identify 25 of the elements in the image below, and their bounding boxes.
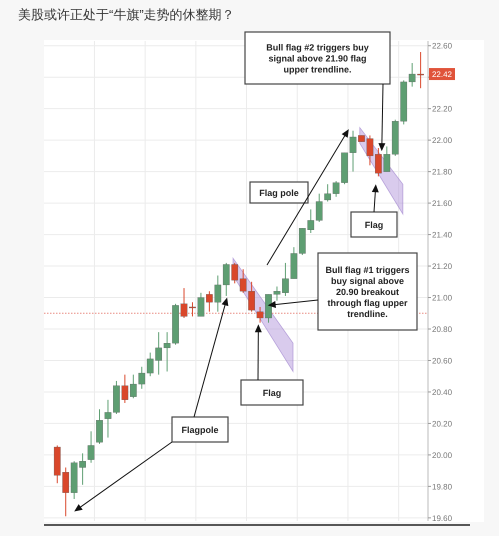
y-tick-label: 19.60 (432, 514, 453, 523)
candlestick (96, 408, 103, 444)
annotation: Flag (262, 388, 282, 398)
y-tick-label: 21.60 (432, 199, 453, 208)
y-tick-label: 21.20 (432, 262, 453, 272)
annotation: Flag pole (259, 188, 299, 198)
annotation: Bull flag #1 triggers buy signal above 20.90 breakout through flag upper trendline. (325, 265, 410, 319)
annotation: Flagpole (181, 425, 219, 435)
candlestick (88, 430, 94, 464)
annotation: Bull flag #2 triggers buy signal above 21.90 flag upper trendline. (266, 42, 369, 74)
y-tick-label: 20.80 (432, 325, 453, 334)
y-tick-label: 22.00 (432, 136, 453, 146)
y-tick-label: 21.80 (432, 168, 453, 177)
y-tick-label: 20.60 (432, 356, 453, 366)
y-tick-label: 20.40 (432, 388, 453, 397)
y-tick-label: 19.80 (432, 482, 453, 492)
annotation: Flag (364, 220, 384, 230)
y-tick-label: 21.00 (432, 294, 453, 303)
y-tick-label: 21.40 (432, 230, 453, 240)
y-tick-label: 22.20 (432, 104, 453, 114)
y-tick-label: 20.00 (432, 450, 453, 460)
y-tick-label: 20.20 (432, 419, 453, 428)
y-tick-label: 22.60 (432, 42, 453, 51)
annotation: 22.42 (432, 70, 453, 80)
chart-title: 美股或许正处于“牛旗”走势的休整期？ (18, 7, 235, 22)
